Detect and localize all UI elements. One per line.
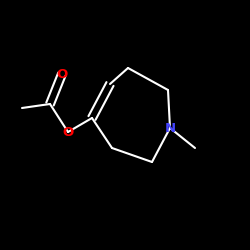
Text: O: O bbox=[62, 126, 74, 138]
Text: N: N bbox=[164, 122, 175, 134]
Text: O: O bbox=[56, 68, 68, 80]
